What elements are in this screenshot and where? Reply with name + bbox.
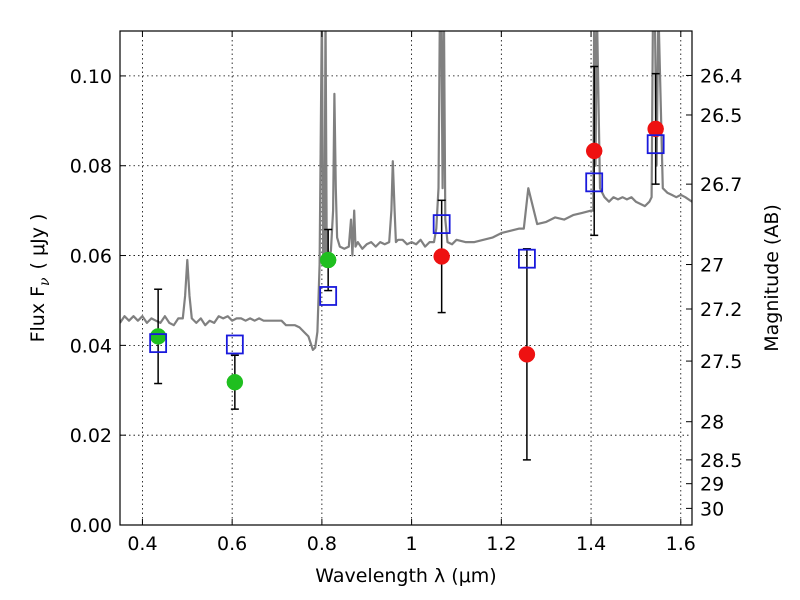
- x-tick-label: 0.8: [307, 533, 337, 555]
- photometry-point: [647, 120, 664, 138]
- right-tick-label: 26.5: [700, 105, 742, 127]
- model-flux-square: [646, 134, 665, 155]
- right-tick-label: 28.5: [700, 450, 742, 472]
- x-tick-label: 1: [406, 533, 418, 555]
- y-tick-label: 0.08: [70, 156, 112, 178]
- right-tick-label: 26.4: [700, 65, 742, 87]
- model-flux-square: [319, 286, 338, 306]
- model-spectrum-line: [120, 31, 692, 351]
- right-axis-label: Magnitude (AB): [761, 204, 783, 352]
- y-tick-label: 0.00: [70, 515, 112, 537]
- svg-text:Flux Fν( μJy ): Flux Fν ( μJy ): [27, 214, 53, 343]
- y-axis-label-main: Flux F: [27, 286, 49, 342]
- y-tick-label: 0.10: [70, 66, 112, 88]
- right-tick-label: 30: [700, 498, 724, 520]
- right-tick-label: 27.2: [700, 299, 742, 321]
- right-tick-label: 29: [700, 474, 724, 496]
- x-axis-label: Wavelength λ (μm): [315, 565, 496, 587]
- right-tick-label: 26.7: [700, 174, 742, 196]
- model-flux-square: [432, 214, 451, 235]
- photometry-point: [149, 328, 167, 345]
- y-axis-label-unit: ( μJy ): [27, 214, 49, 270]
- x-tick-label: 1.6: [666, 533, 696, 555]
- right-tick-label: 27: [700, 255, 724, 277]
- y-axis-label-sub: ν: [37, 277, 53, 286]
- photometry-point: [518, 346, 536, 363]
- right-tick-label: 27.5: [700, 351, 742, 373]
- x-tick-label: 1.4: [576, 533, 606, 555]
- plot-frame: [119, 30, 693, 526]
- y-tick-label: 0.04: [70, 335, 112, 357]
- x-tick-label: 0.4: [127, 533, 157, 555]
- x-tick-label: 1.2: [486, 533, 516, 555]
- plot-area: [120, 31, 692, 525]
- model-flux-square: [225, 334, 244, 355]
- model-flux-square: [518, 248, 536, 269]
- model-flux-square: [585, 172, 604, 193]
- right-tick-label: 28: [700, 412, 724, 434]
- photometry-point: [433, 248, 450, 265]
- model-spectrum: [120, 31, 692, 351]
- photometry-point: [226, 373, 244, 391]
- photometry-point: [585, 142, 603, 160]
- axis-ticks: 0.4 0.6 0.8 1 1.2 1.4 1.6 0.00 0.02 0.04 0.06 0.08 0…: [70, 31, 742, 555]
- x-tick-label: 0.6: [217, 533, 247, 555]
- photometry-point: [319, 251, 337, 269]
- y-axis-label: Flux Fν ( μJy ): [27, 214, 53, 343]
- y-tick-label: 0.02: [70, 425, 112, 447]
- model-flux-square: [149, 333, 168, 354]
- y-tick-label: 0.06: [70, 246, 112, 268]
- data-points: [149, 65, 665, 461]
